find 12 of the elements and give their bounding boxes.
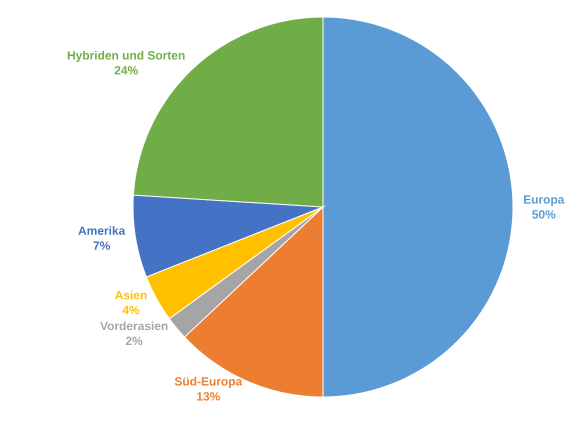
data-label: 4% — [122, 306, 140, 314]
data-label: 2% — [126, 336, 142, 346]
slice-label: Europa — [524, 195, 564, 206]
slice-label: Vorderasien — [100, 321, 168, 330]
slice-label: Süd-Europa — [174, 376, 242, 388]
slice-label: Asien — [115, 290, 147, 300]
data-label: 7% — [94, 241, 110, 250]
data-label: 13% — [197, 392, 220, 401]
slice-label: Amerika — [78, 226, 126, 235]
slice-label: Hybriden und Sorten — [68, 50, 185, 62]
data-label: 50% — [532, 210, 556, 219]
data-label: 24% — [114, 66, 138, 75]
